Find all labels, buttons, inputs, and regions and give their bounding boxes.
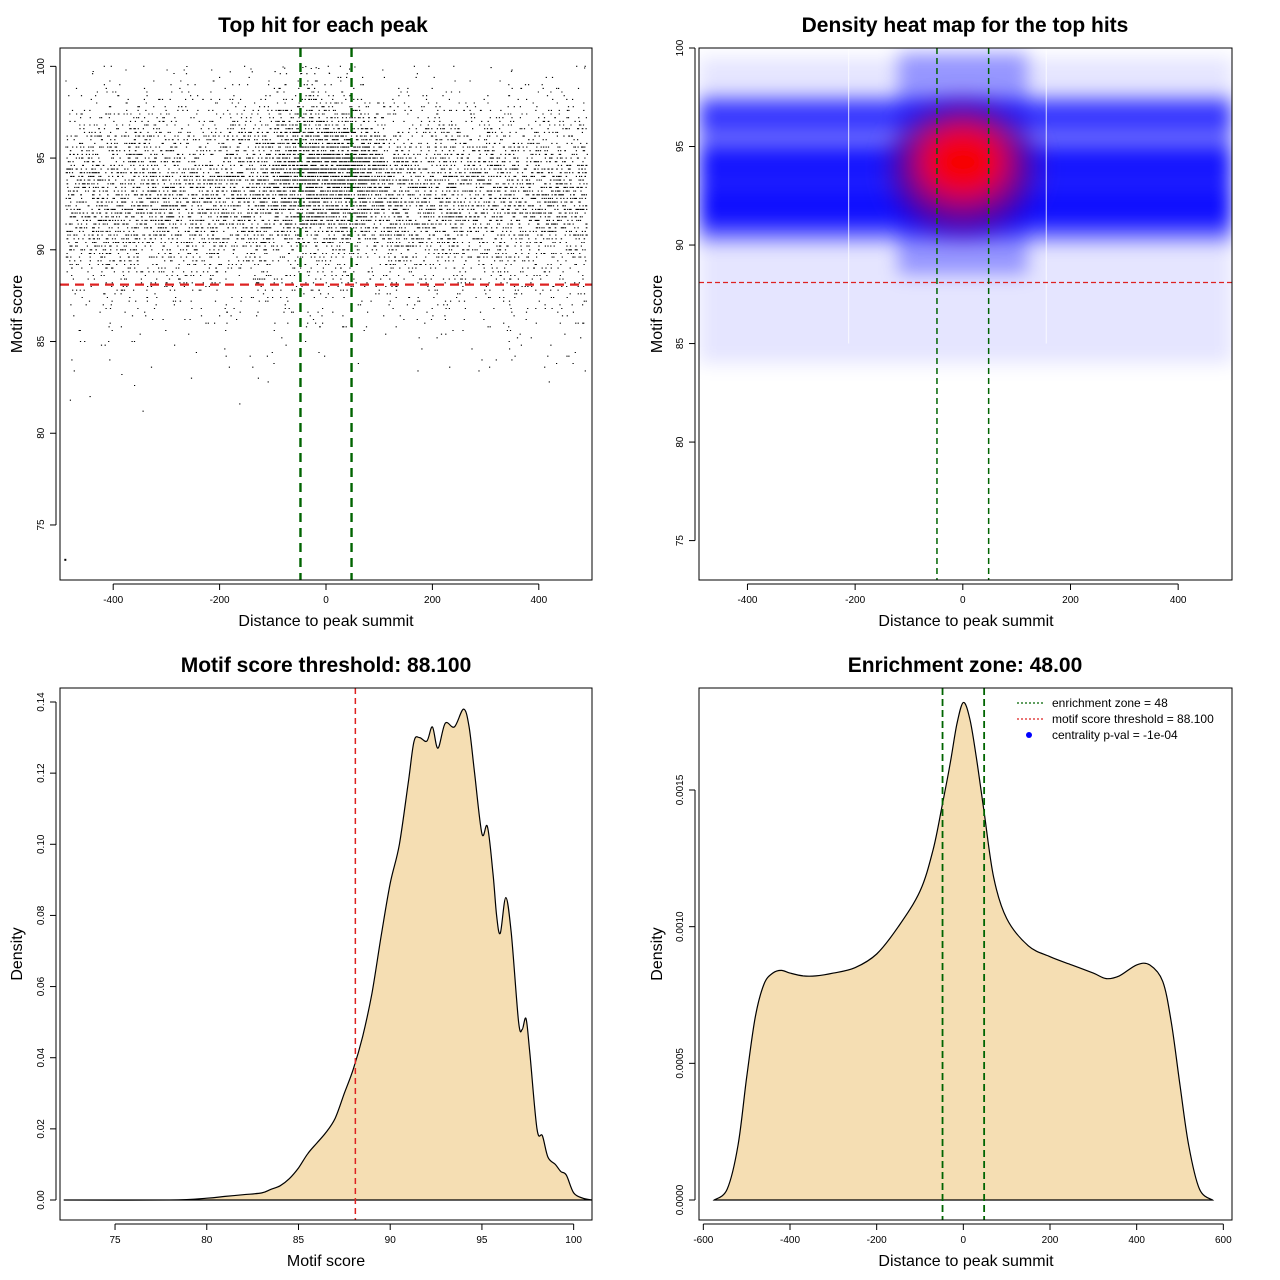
scatter-plot-frame [59,47,593,581]
scatter-y-tick-label: 80 [36,427,47,439]
scatter-x-tick-label: -200 [210,595,230,606]
score-density-curve [63,708,593,1201]
heatmap-y-tick-label: 80 [675,436,686,448]
score-density-title: Motif score threshold: 88.100 [181,654,472,677]
score-density-panel: Motif score threshold: 88.100 75 80 85 90 95… [9,654,593,1270]
distance-density-y-tick-label: 0.0010 [675,911,686,942]
heatmap-x-label: Distance to peak summit [878,613,1054,630]
heatmap-x-tick-label: 0 [960,595,966,606]
distance-density-x-label: Distance to peak summit [878,1253,1054,1270]
heatmap-y-tick-label: 90 [675,239,686,251]
distance-density-panel: Enrichment zone: 48.00 -600 -400 -200 0 200 4… [649,654,1233,1270]
heatmap-y-axis: 75 80 85 90 95 100 [675,39,696,547]
score-density-x-tick-label: 80 [201,1235,213,1246]
scatter-x-label: Distance to peak summit [238,613,414,630]
scatter-point-cloud [65,65,588,412]
score-density-x-tick-label: 75 [109,1235,121,1246]
scatter-panel: Top hit for each peak -400 -200 0 200 400 75… [9,14,593,630]
heatmap-x-tick-label: -400 [737,595,757,606]
distance-density-y-tick-label: 0.0000 [675,1184,686,1215]
scatter-min-point [64,558,67,561]
heatmap-x-axis: -400 -200 0 200 400 [737,583,1187,606]
heatmap-x-tick-label: 200 [1062,595,1079,606]
legend-threshold-label: motif score threshold = 88.100 [1052,712,1214,726]
score-density-x-tick-label: 85 [293,1235,305,1246]
legend-zone-label: enrichment zone = 48 [1052,696,1168,710]
heatmap-y-tick-label: 75 [675,535,686,547]
scatter-x-axis: -400 -200 0 200 400 [103,583,548,606]
score-density-x-label: Motif score [287,1253,365,1270]
heatmap-plot-frame [698,47,1233,581]
scatter-y-tick-label: 75 [36,519,47,531]
score-density-plot-frame [59,687,593,1221]
heatmap-x-tick-label: -200 [845,595,865,606]
distance-density-y-label: Density [649,927,666,980]
scatter-y-tick-label: 90 [36,244,47,256]
legend: enrichment zone = 48 motif score thresho… [1017,696,1214,742]
scatter-points [64,65,588,561]
distance-density-x-tick-label: -400 [780,1235,800,1246]
distance-density-x-tick-label: 200 [1042,1235,1059,1246]
score-density-y-axis: 0.00 0.02 0.04 0.06 0.08 0.10 0.12 0.14 [36,692,57,1210]
score-density-x-tick-label: 100 [565,1235,582,1246]
heatmap-hotspot-core [917,124,1008,201]
score-density-y-tick-label: 0.14 [36,692,47,712]
score-density-y-tick-label: 0.08 [36,905,47,925]
distance-density-y-tick-label: 0.0005 [675,1048,686,1079]
scatter-title: Top hit for each peak [218,14,428,37]
score-density-y-tick-label: 0.00 [36,1190,47,1210]
scatter-x-tick-label: 400 [530,595,547,606]
distance-density-x-tick-label: -600 [693,1235,713,1246]
score-density-x-tick-label: 95 [476,1235,488,1246]
heatmap-y-label: Motif score [649,275,666,353]
distance-density-x-tick-label: 0 [961,1235,967,1246]
score-density-y-label: Density [9,927,26,980]
legend-pval-label: centrality p-val = -1e-04 [1052,728,1178,742]
distance-density-x-tick-label: -200 [867,1235,887,1246]
score-density-y-tick-label: 0.10 [36,834,47,854]
scatter-x-tick-label: 200 [424,595,441,606]
score-density-y-tick-label: 0.12 [36,763,47,783]
distance-density-y-axis: 0.0000 0.0005 0.0010 0.0015 [675,774,696,1215]
distance-density-x-axis: -600 -400 -200 0 200 400 600 [693,1223,1232,1246]
score-density-y-tick-label: 0.06 [36,976,47,996]
heatmap-x-tick-label: 400 [1170,595,1187,606]
distance-density-plot-frame [698,687,1233,1221]
score-density-x-axis: 75 80 85 90 95 100 [109,1223,582,1246]
heatmap-title: Density heat map for the top hits [802,14,1129,37]
score-density-y-tick-label: 0.02 [36,1119,47,1139]
score-density-y-tick-label: 0.04 [36,1048,47,1068]
distance-density-title: Enrichment zone: 48.00 [848,654,1083,677]
heatmap-tile-seams [848,48,1047,344]
scatter-y-tick-label: 95 [36,152,47,164]
heatmap-hotspot [892,106,1033,231]
heatmap-field [699,48,1232,364]
scatter-y-axis: 75 80 85 90 95 100 [36,58,57,531]
scatter-y-label: Motif score [9,275,26,353]
heatmap-y-tick-label: 95 [675,141,686,153]
scatter-y-tick-label: 85 [36,336,47,348]
distance-density-x-tick-label: 400 [1128,1235,1145,1246]
scatter-x-tick-label: 0 [323,595,329,606]
legend-pval-dot [1026,732,1032,738]
distance-density-curve [712,701,1215,1201]
distance-density-x-tick-label: 600 [1215,1235,1232,1246]
heatmap-panel: Density heat map for the top hits -400 -2… [649,14,1233,630]
distance-density-y-tick-label: 0.0015 [675,774,686,805]
heatmap-y-tick-label: 100 [675,39,686,56]
heatmap-y-tick-label: 85 [675,338,686,350]
scatter-y-tick-label: 100 [36,58,47,75]
score-density-x-tick-label: 90 [385,1235,397,1246]
scatter-x-tick-label: -400 [103,595,123,606]
